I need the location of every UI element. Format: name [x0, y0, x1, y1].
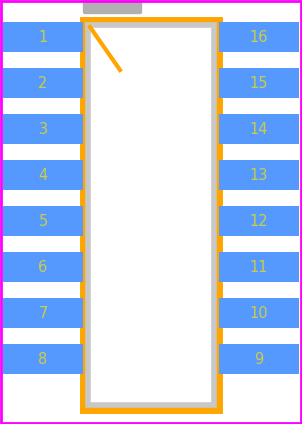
Text: 1: 1: [38, 30, 48, 45]
Bar: [219, 22, 299, 52]
Bar: [219, 68, 299, 98]
Bar: [3, 344, 83, 374]
Bar: [219, 160, 299, 190]
Bar: [3, 252, 83, 282]
Bar: [219, 252, 299, 282]
Bar: [3, 22, 83, 52]
Text: 8: 8: [38, 351, 48, 366]
Text: 14: 14: [250, 122, 268, 137]
Bar: [3, 298, 83, 328]
Text: 7: 7: [38, 306, 48, 321]
Bar: [3, 114, 83, 144]
Bar: [219, 114, 299, 144]
Bar: [83, 20, 219, 410]
Text: 2: 2: [38, 75, 48, 90]
FancyBboxPatch shape: [83, 0, 142, 14]
Text: 5: 5: [38, 214, 48, 229]
Text: 12: 12: [250, 214, 268, 229]
Bar: [88, 25, 214, 405]
Text: 4: 4: [38, 167, 48, 182]
Text: 11: 11: [250, 259, 268, 274]
Bar: [219, 206, 299, 236]
Bar: [219, 344, 299, 374]
Text: 10: 10: [250, 306, 268, 321]
Text: 15: 15: [250, 75, 268, 90]
Bar: [3, 206, 83, 236]
Text: 3: 3: [38, 122, 47, 137]
Text: 9: 9: [254, 351, 264, 366]
Bar: [3, 160, 83, 190]
Bar: [3, 68, 83, 98]
Bar: [219, 298, 299, 328]
Text: 16: 16: [250, 30, 268, 45]
Text: 13: 13: [250, 167, 268, 182]
Text: 6: 6: [38, 259, 48, 274]
